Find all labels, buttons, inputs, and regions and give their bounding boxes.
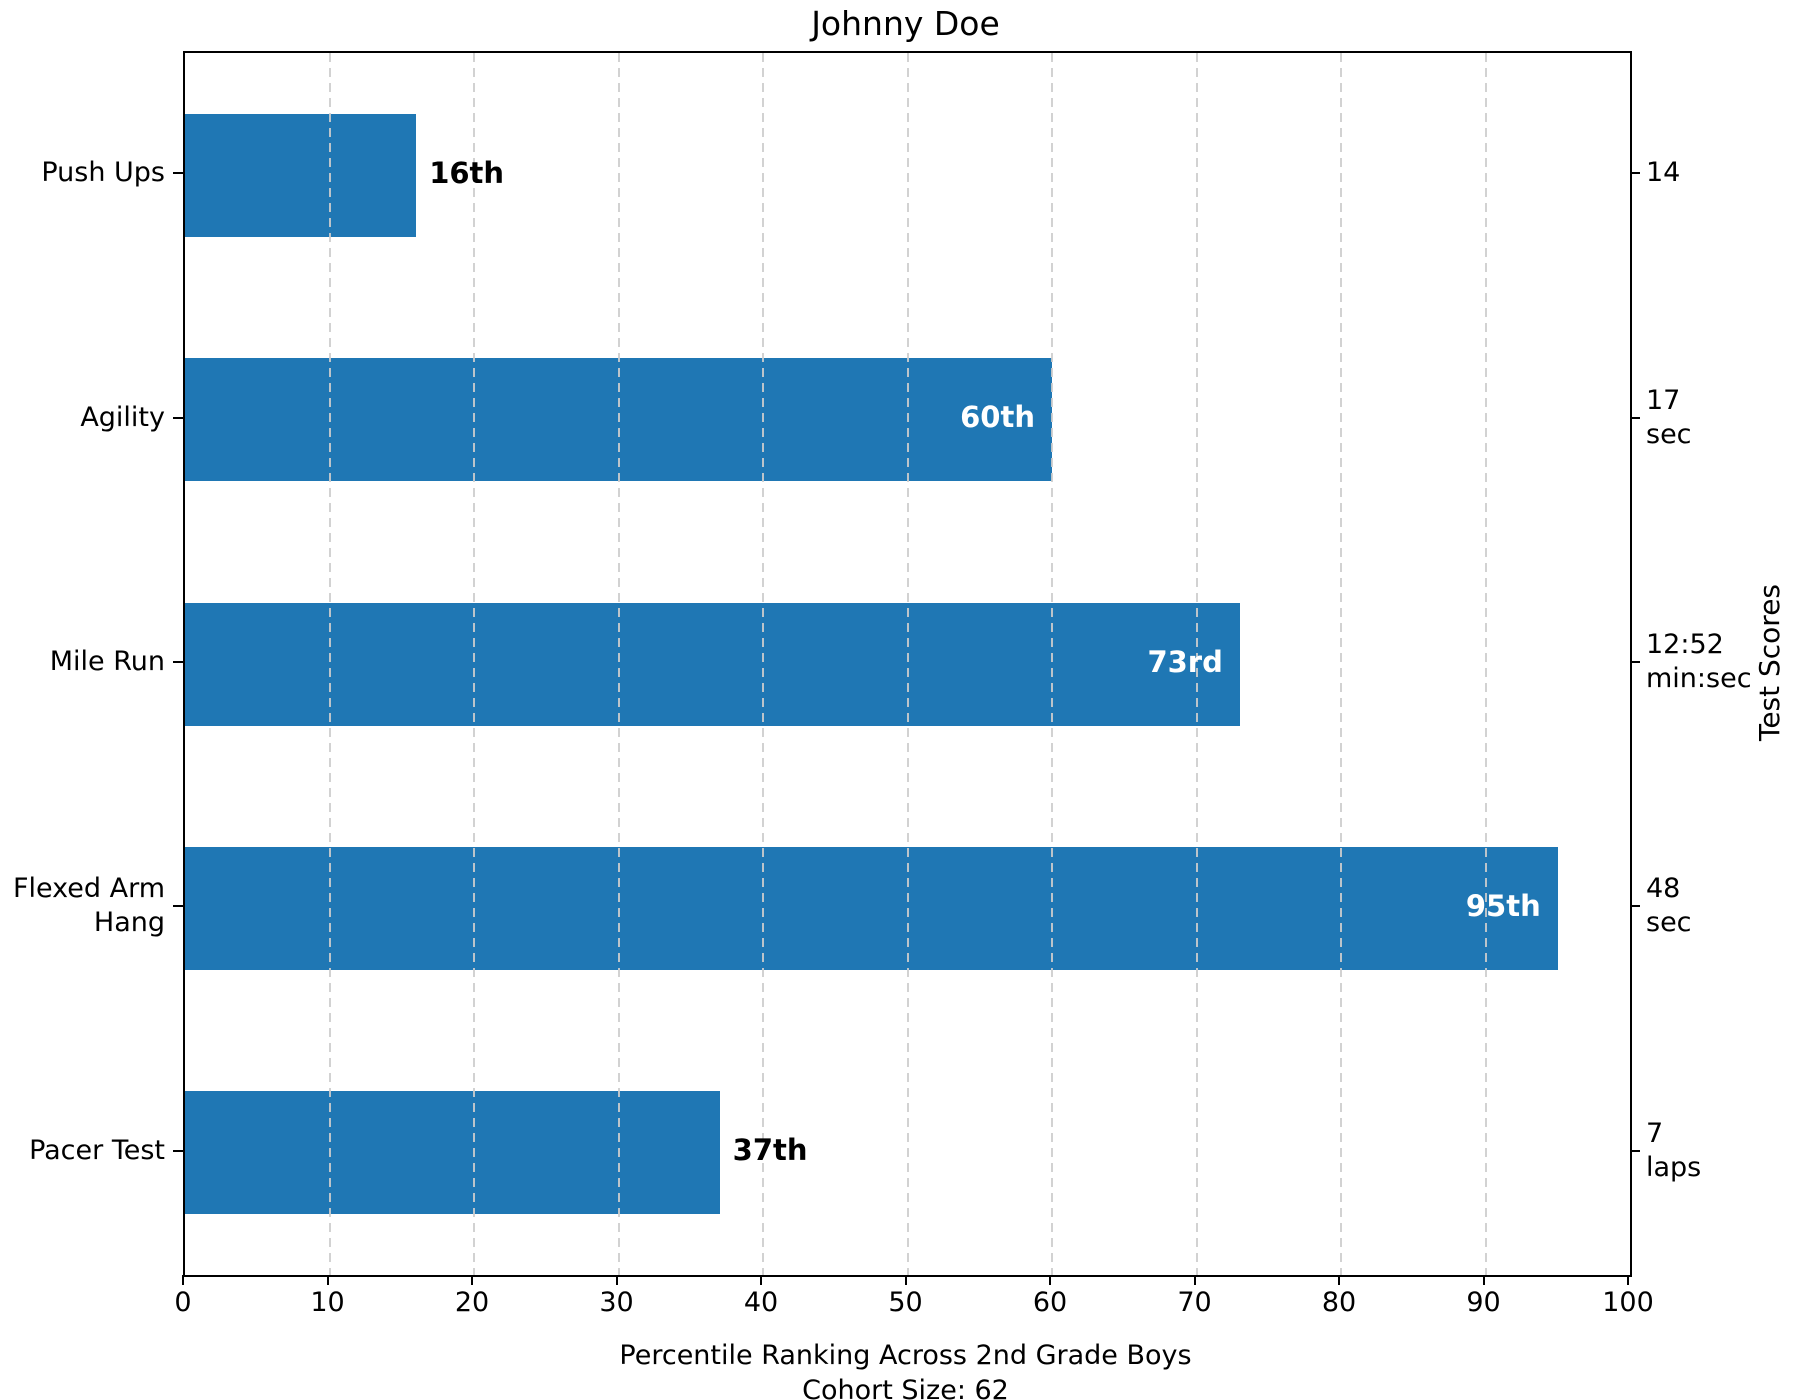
score-label: 48 sec bbox=[1646, 873, 1692, 939]
x-axis-tick bbox=[1193, 1275, 1196, 1285]
grid-line bbox=[1484, 53, 1487, 1275]
x-tick-label: 100 bbox=[1602, 1287, 1654, 1318]
left-axis-tick bbox=[173, 661, 183, 663]
x-tick-label: 90 bbox=[1466, 1287, 1501, 1318]
x-axis-tick bbox=[1338, 1275, 1340, 1285]
left-axis-tick bbox=[173, 416, 183, 419]
grid-line bbox=[762, 53, 764, 1275]
right-axis-tick bbox=[1630, 172, 1640, 175]
left-axis-tick bbox=[173, 905, 183, 908]
x-tick-label: 20 bbox=[454, 1287, 490, 1318]
grid-line bbox=[1340, 53, 1342, 1275]
x-tick-label: 60 bbox=[1032, 1287, 1068, 1318]
bar-value-label: 60th bbox=[960, 400, 1035, 435]
x-axis-tick bbox=[326, 1275, 329, 1285]
right-axis-label-text: Test Scores bbox=[1753, 583, 1787, 741]
score-label: 14 bbox=[1646, 157, 1681, 189]
grid-line bbox=[1051, 53, 1053, 1275]
x-axis-tick bbox=[471, 1275, 473, 1285]
category-label: Agility bbox=[80, 401, 165, 433]
bar bbox=[185, 602, 1240, 726]
right-axis-tick bbox=[1630, 905, 1640, 908]
score-label: 7 laps bbox=[1646, 1117, 1702, 1183]
score-label: 17 sec bbox=[1646, 384, 1692, 450]
left-axis-tick bbox=[173, 1149, 183, 1152]
right-axis-tick bbox=[1630, 661, 1640, 663]
grid-line bbox=[1195, 53, 1198, 1275]
x-axis-tick bbox=[615, 1275, 618, 1285]
category-label: Push Ups bbox=[41, 157, 165, 189]
category-label: Mile Run bbox=[49, 646, 165, 677]
bar-value-label: 73rd bbox=[1147, 644, 1223, 679]
x-axis-tick bbox=[1049, 1275, 1051, 1285]
x-axis-tick bbox=[760, 1275, 762, 1285]
x-tick-label: 10 bbox=[310, 1287, 345, 1318]
bar-value-label: 95th bbox=[1465, 888, 1541, 923]
grid-line bbox=[328, 53, 331, 1275]
category-label: Flexed Arm Hang bbox=[12, 873, 165, 939]
bar-value-label: 16th bbox=[429, 155, 505, 190]
bar bbox=[185, 846, 1558, 970]
left-axis-tick bbox=[173, 172, 183, 175]
x-tick-label: 40 bbox=[743, 1287, 779, 1318]
x-tick-label: 80 bbox=[1321, 1287, 1357, 1318]
chart-title: Johnny Doe bbox=[811, 4, 1000, 43]
bar-value-label: 37th bbox=[732, 1133, 808, 1168]
right-axis-tick bbox=[1630, 416, 1640, 419]
x-tick-label: 30 bbox=[599, 1287, 634, 1318]
bar bbox=[185, 113, 417, 237]
right-axis-tick bbox=[1630, 1149, 1640, 1152]
category-label: Pacer Test bbox=[29, 1134, 165, 1166]
x-axis-tick bbox=[182, 1275, 184, 1285]
grid-line bbox=[906, 53, 909, 1275]
x-axis-label-line1: Percentile Ranking Across 2nd Grade Boys bbox=[619, 1340, 1192, 1371]
x-axis-label: Percentile Ranking Across 2nd Grade Boys… bbox=[183, 1338, 1628, 1400]
x-axis-label-line2: Cohort Size: 62 bbox=[802, 1375, 1009, 1400]
x-axis-tick bbox=[1482, 1275, 1485, 1285]
grid-line bbox=[617, 53, 620, 1275]
x-tick-label: 70 bbox=[1177, 1287, 1212, 1318]
x-axis-tick bbox=[904, 1275, 907, 1285]
grid-line bbox=[473, 53, 475, 1275]
score-label: 12:52 min:sec bbox=[1646, 629, 1752, 694]
x-tick-label: 50 bbox=[888, 1287, 923, 1318]
x-axis-tick bbox=[1627, 1275, 1629, 1285]
x-tick-label: 0 bbox=[174, 1287, 192, 1318]
bar bbox=[185, 1091, 720, 1215]
plot-area bbox=[183, 51, 1632, 1277]
